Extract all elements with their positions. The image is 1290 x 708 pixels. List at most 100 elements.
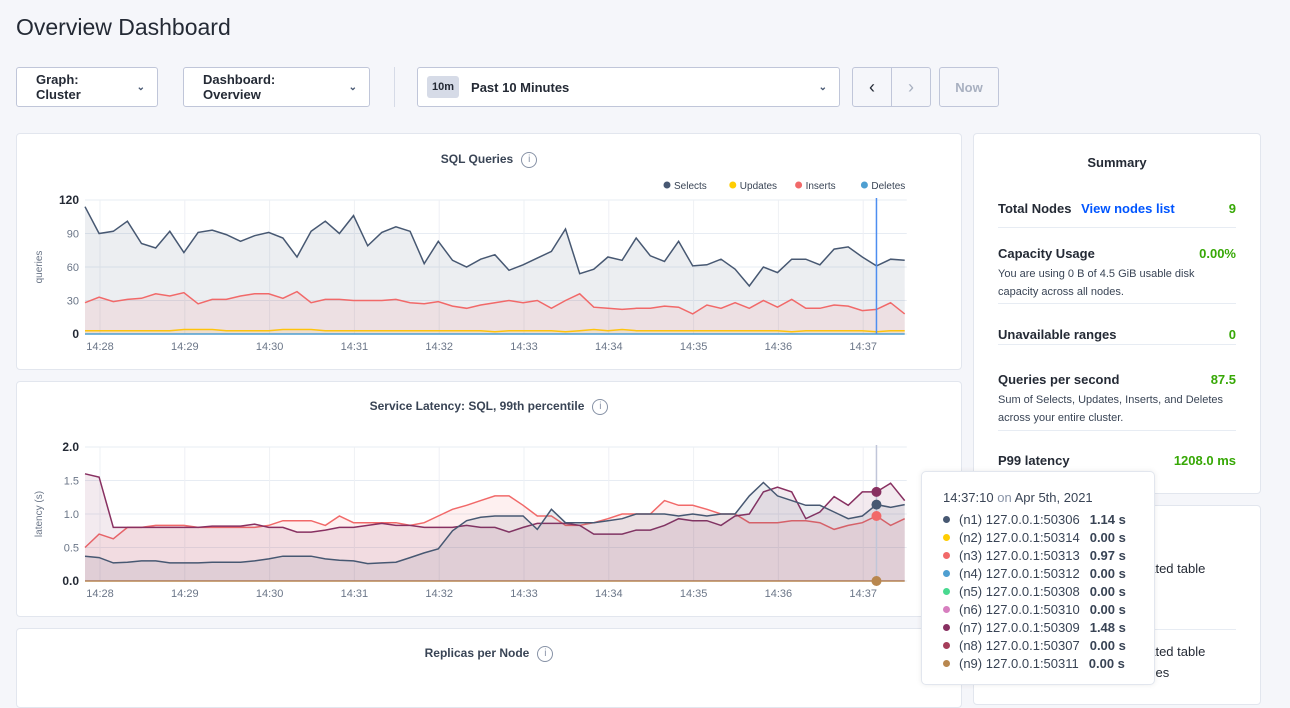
capacity-value: 0.00%: [1199, 246, 1236, 261]
series-line: [84, 473, 906, 535]
series-line: [84, 290, 906, 315]
unavailable-row: Unavailable ranges 0: [998, 327, 1236, 342]
tooltip-value: 1.48 s: [1089, 619, 1126, 635]
graph-select[interactable]: Graph: Cluster ⌄: [16, 67, 158, 107]
x-tick-label: 14:34: [595, 588, 623, 600]
tooltip-row: (n2) 127.0.0.1:50314 0.00 s: [943, 528, 1154, 546]
y-tick-label: 1.0: [64, 509, 79, 521]
qps-label: Queries per second: [998, 372, 1120, 387]
unavailable-label: Unavailable ranges: [998, 327, 1117, 342]
tooltip-row: (n6) 127.0.0.1:50310 0.00 s: [943, 600, 1154, 618]
x-tick-label: 14:35: [680, 588, 708, 600]
info-icon[interactable]: i: [537, 646, 554, 662]
x-tick-label: 14:36: [765, 341, 793, 353]
series-dot-icon: [943, 515, 950, 523]
latency-chart[interactable]: 0.0 0.5 1.0 1.5 2.0 14:28 14:29 14:30 14:31 14:32…: [17, 382, 963, 618]
chart-title: Service Latency: SQL, 99th percentile: [369, 399, 585, 414]
total-nodes-label: Total Nodes: [998, 201, 1072, 216]
time-range-select[interactable]: 10m Past 10 Minutes ⌄: [417, 67, 840, 107]
series-area: [85, 206, 905, 334]
legend-dot-icon: [663, 181, 671, 189]
x-tick-label: 14:33: [510, 588, 538, 600]
tooltip-value: 1.14 s: [1089, 511, 1126, 527]
chart-title: Replicas per Node: [424, 646, 530, 661]
series-dot-icon: [943, 641, 950, 649]
chart-tooltip: 14:37:10 on Apr 5th, 2021 (n1) 127.0.0.1…: [921, 471, 1155, 685]
next-time-button[interactable]: ›: [891, 67, 931, 107]
series-dot-icon: [943, 569, 950, 577]
divider: [394, 67, 395, 107]
legend-dot-icon: [795, 181, 803, 189]
tooltip-node: (n9) 127.0.0.1:50311: [959, 655, 1079, 671]
summary-title: Summary: [1087, 155, 1147, 170]
series-line: [84, 206, 905, 288]
x-tick-label: 14:32: [425, 341, 453, 353]
chevron-down-icon: ⌄: [136, 81, 145, 93]
hover-point: [871, 499, 882, 510]
x-tick-label: 14:30: [256, 341, 284, 353]
legend-dot-icon: [729, 181, 737, 189]
series-line: [85, 328, 905, 333]
now-button[interactable]: Now: [939, 67, 999, 107]
p99-value: 1208.0 ms: [1173, 453, 1236, 468]
info-icon[interactable]: i: [521, 152, 538, 168]
dashboard-select[interactable]: Dashboard: Overview ⌄: [183, 67, 370, 107]
hover-point: [871, 486, 882, 497]
legend-label: Selects: [674, 181, 707, 192]
tooltip-row: (n1) 127.0.0.1:50306 1.14 s: [943, 510, 1154, 528]
tooltip-value: 0.00 s: [1089, 601, 1126, 617]
series-dot-icon: [943, 587, 950, 595]
x-tick-label: 14:29: [171, 588, 199, 600]
p99-row: P99 latency 1208.0 ms: [998, 453, 1236, 468]
y-tick-label: 2.0: [62, 440, 79, 454]
tooltip-value: 0.00 s: [1089, 583, 1126, 599]
chevron-left-icon: ‹: [869, 76, 875, 97]
tooltip-header: 14:37:10 on Apr 5th, 2021: [943, 490, 1154, 505]
series-dot-icon: [943, 551, 950, 559]
series-dot-icon: [943, 659, 950, 667]
series-dot-icon: [943, 623, 950, 631]
series-dot-icon: [943, 533, 950, 541]
y-tick-label: 1.5: [64, 476, 79, 488]
qps-row: Queries per second 87.5 Sum of Selects, Up…: [998, 372, 1236, 427]
legend-label: Updates: [740, 181, 777, 192]
prev-time-button[interactable]: ‹: [852, 67, 892, 107]
series-area: [85, 291, 905, 334]
x-tick-label: 14:32: [425, 588, 453, 600]
dashboard-select-label: Dashboard: Overview: [203, 72, 276, 102]
total-nodes-value: 9: [1228, 201, 1236, 216]
summary-card: Summary Total Nodes View nodes list 9 Cap…: [973, 133, 1261, 494]
tooltip-node: (n2) 127.0.0.1:50314: [959, 529, 1080, 545]
event-item[interactable]: eated table: [1141, 561, 1206, 576]
view-nodes-link[interactable]: View nodes list: [1081, 201, 1175, 216]
qps-value: 87.5: [1210, 372, 1236, 387]
sql-queries-chart[interactable]: 0 30 60 90 120 14:28 14:29 14:30 14:31 14:32 14:33…: [17, 134, 963, 371]
divider: [998, 430, 1236, 431]
y-tick-label: 0.0: [62, 574, 79, 588]
tooltip-node: (n7) 127.0.0.1:50309: [959, 619, 1080, 635]
replicas-card: Replicas per Node i: [16, 628, 962, 708]
x-tick-label: 14:31: [341, 588, 369, 600]
divider: [998, 344, 1236, 345]
tooltip-value: 0.00 s: [1089, 565, 1126, 581]
series-area: [85, 329, 905, 334]
sql-queries-card: SQL Queries i 0 30 60 90 120 14:28 14:29 14:30 14…: [16, 133, 962, 370]
legend-label: Deletes: [871, 181, 905, 192]
y-tick-label: 30: [67, 296, 79, 308]
p99-label: P99 latency: [998, 453, 1070, 468]
tooltip-row: (n5) 127.0.0.1:50308 0.00 s: [943, 582, 1154, 600]
tooltip-row: (n4) 127.0.0.1:50312 0.00 s: [943, 564, 1154, 582]
series-area: [85, 495, 905, 581]
tooltip-node: (n4) 127.0.0.1:50312: [959, 565, 1080, 581]
y-tick-label: 0: [72, 327, 79, 341]
hover-point: [871, 576, 882, 586]
event-item[interactable]: eated table: [1141, 644, 1206, 659]
x-tick-label: 14:37: [849, 341, 877, 353]
tooltip-row: (n7) 127.0.0.1:50309 1.48 s: [943, 618, 1154, 636]
info-icon[interactable]: i: [592, 399, 609, 415]
tooltip-value: 0.97 s: [1089, 547, 1126, 563]
tooltip-time: 14:37:10: [943, 490, 994, 505]
divider: [998, 303, 1236, 304]
x-tick-label: 14:29: [171, 341, 199, 353]
tooltip-on: on: [997, 490, 1012, 505]
